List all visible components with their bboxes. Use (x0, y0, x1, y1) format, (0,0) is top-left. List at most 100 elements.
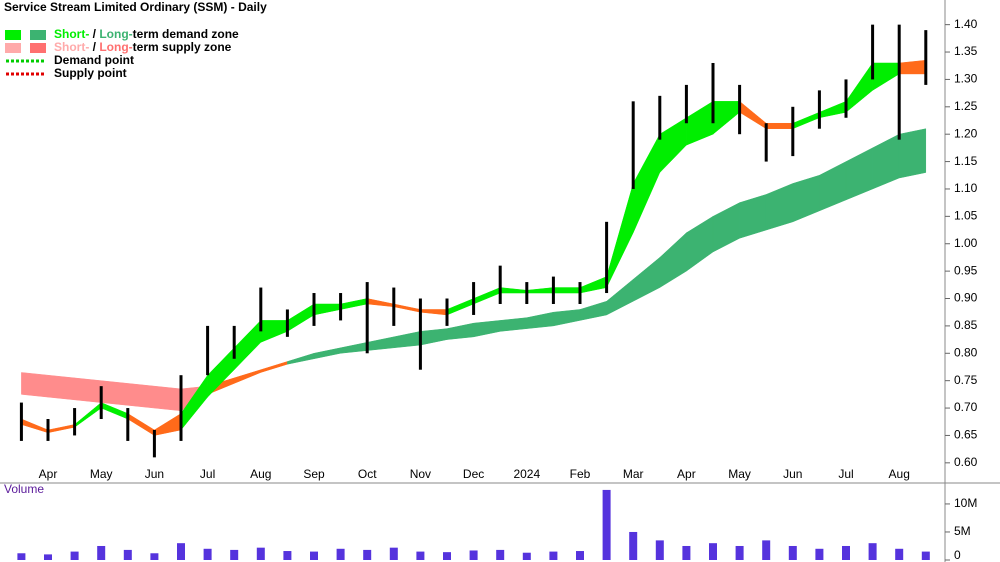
y-tick-label: 0.60 (954, 455, 978, 469)
volume-bar (283, 551, 292, 560)
price-range-bar (99, 386, 103, 420)
price-range-bar (791, 106, 795, 157)
volume-bar (602, 489, 611, 560)
y-tick-label: 1.05 (954, 209, 978, 223)
volume-bar (735, 545, 744, 560)
y-tick-label: 0.75 (954, 373, 978, 387)
y-tick-label: 1.30 (954, 72, 978, 86)
x-tick-label: Mar (623, 467, 644, 481)
x-tick-label: Feb (570, 467, 591, 481)
volume-bar (389, 547, 398, 560)
volume-bar (496, 549, 505, 560)
volume-bar (363, 549, 372, 560)
x-tick-label: Jun (783, 467, 802, 481)
y-tick-label: 10M (954, 496, 977, 510)
legend-swatch (30, 43, 46, 53)
zone-band (553, 287, 581, 294)
volume-bar (97, 545, 106, 560)
price-range-bar (179, 375, 183, 441)
x-tick-label: May (90, 467, 113, 481)
price-range-bar (525, 282, 529, 304)
legend-sep: / (89, 40, 99, 54)
y-tick-label: 0.90 (954, 291, 978, 305)
legend-sep: / (89, 27, 99, 41)
price-range-bar (605, 221, 609, 294)
volume-bar (177, 543, 185, 560)
x-tick-label: Apr (677, 467, 696, 481)
volume-bar (310, 551, 318, 560)
volume-bar (682, 545, 691, 560)
volume-bar (443, 552, 451, 560)
volume-bar (709, 543, 717, 560)
price-range-bar (445, 298, 449, 326)
price-range-bar (46, 419, 50, 441)
price-range-bar (711, 62, 715, 124)
x-tick-label: Aug (889, 467, 910, 481)
price-range-bar (897, 24, 901, 140)
price-range-bar (631, 101, 635, 189)
volume-bar (469, 550, 478, 560)
volume-bar (203, 548, 212, 560)
zone-band (100, 380, 129, 406)
price-range-bar (152, 429, 156, 458)
legend-label: Supply point (54, 66, 127, 80)
y-tick-label: 1.25 (954, 99, 978, 113)
zone-band (21, 372, 49, 398)
y-tick-label: 0 (954, 548, 961, 562)
price-range-bar (73, 408, 77, 436)
price-range-bar (365, 282, 369, 354)
x-tick-label: Jul (200, 467, 215, 481)
y-tick-label: 0.65 (954, 428, 978, 442)
price-range-bar (126, 408, 130, 441)
price-range-bar (844, 79, 848, 118)
legend-swatch (5, 43, 21, 53)
volume-bar (629, 531, 638, 560)
y-tick-label: 0.80 (954, 345, 978, 359)
y-tick-label: 0.70 (954, 400, 978, 414)
volume-bar (230, 549, 239, 560)
zone-band (154, 385, 182, 412)
volume-bar (762, 540, 771, 560)
legend-label: Short- / Long-term demand zone (54, 27, 239, 41)
x-tick-label: Dec (463, 467, 484, 481)
volume-bar (123, 549, 132, 560)
price-range-bar (871, 24, 875, 80)
volume-bar (70, 551, 79, 560)
x-tick-label: Aug (250, 467, 271, 481)
volume-bar (921, 551, 930, 560)
volume-title: Volume (4, 482, 44, 496)
legend-swatch (5, 30, 21, 40)
volume-bar (788, 545, 797, 560)
y-tick-label: 1.35 (954, 44, 978, 58)
legend-long: Long- (99, 27, 132, 41)
price-range-bar (392, 287, 396, 326)
legend-rest: term supply zone (133, 40, 232, 54)
legend-long: Long- (99, 40, 132, 54)
price-range-bar (418, 298, 422, 370)
x-tick-label: Jul (838, 467, 853, 481)
y-tick-label: 1.40 (954, 17, 978, 31)
volume-bar (256, 547, 265, 560)
price-range-bar (339, 293, 343, 321)
volume-bar (17, 553, 26, 560)
zone-band (127, 383, 155, 409)
zone-band (765, 122, 794, 129)
price-range-bar (232, 325, 236, 359)
legend-short: Short- (54, 40, 89, 54)
chart-title: Service Stream Limited Ordinary (SSM) - … (4, 0, 267, 14)
y-tick-label: 0.85 (954, 318, 978, 332)
volume-bar (150, 553, 159, 560)
x-tick-label: Jun (145, 467, 164, 481)
x-tick-label: 2024 (513, 467, 540, 481)
volume-bar (416, 551, 425, 560)
volume-bar (336, 548, 345, 560)
legend-swatch (30, 30, 46, 40)
volume-bar (655, 540, 664, 560)
y-tick-label: 1.20 (954, 126, 978, 140)
legend-label: Demand point (54, 53, 134, 67)
volume-bar (868, 543, 877, 560)
price-range-bar (924, 30, 928, 85)
price-range-bar (206, 325, 210, 376)
x-tick-label: May (728, 467, 751, 481)
